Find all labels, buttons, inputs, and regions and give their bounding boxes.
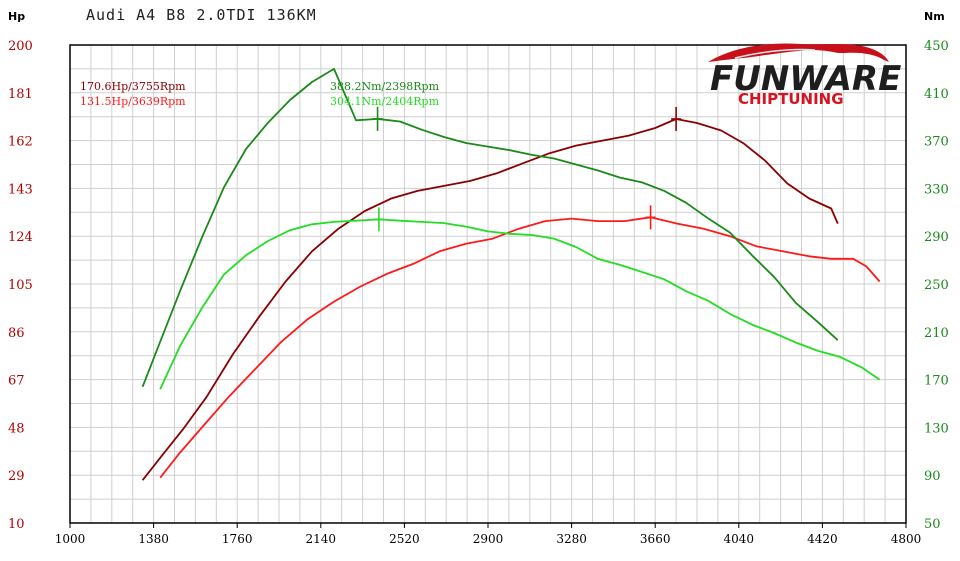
right-tick-label: 370 <box>924 135 949 150</box>
x-tick-label: 1000 <box>55 532 86 546</box>
right-tick-label: 170 <box>924 374 949 389</box>
series-line-stock-power <box>159 216 881 479</box>
left-axis-unit: Hp <box>8 10 25 23</box>
left-tick-label: 143 <box>8 182 33 197</box>
series-layer <box>141 68 881 481</box>
annotation-legend: 170.6Hp/3755Rpm 131.5Hp/3639Rpm 388.2Nm/… <box>80 80 440 108</box>
right-tick-label: 210 <box>924 326 949 341</box>
right-tick-label: 250 <box>924 278 949 293</box>
left-tick-label: 48 <box>8 421 25 436</box>
series-line-tuned-power <box>141 118 839 481</box>
car-highlight-icon <box>734 48 816 59</box>
annotation-tuned-torque: 388.2Nm/2398Rpm <box>330 80 440 93</box>
annotation-stock-power: 131.5Hp/3639Rpm <box>80 95 186 108</box>
right-tick-label: 130 <box>924 421 949 436</box>
car-silhouette-icon <box>708 43 889 62</box>
grid <box>70 45 906 523</box>
x-tick-label: 1760 <box>222 532 253 546</box>
logo-brand: FUNWARE <box>710 59 901 99</box>
plot-frame <box>69 44 907 524</box>
x-tick-label: 4800 <box>891 532 922 546</box>
right-axis-unit: Nm <box>924 10 945 23</box>
right-tick-label: 50 <box>924 517 941 532</box>
x-tick-label: 4420 <box>807 532 838 546</box>
x-tick-label: 2140 <box>306 532 337 546</box>
left-tick-label: 200 <box>8 39 33 54</box>
x-tick-label: 1380 <box>138 532 169 546</box>
left-tick-label: 10 <box>8 517 25 532</box>
left-tick-label: 29 <box>8 469 25 484</box>
right-tick-label: 90 <box>924 469 941 484</box>
right-tick-label: 290 <box>924 230 949 245</box>
left-tick-label: 105 <box>8 278 33 293</box>
annotation-stock-torque: 304.1Nm/2404Rpm <box>330 95 440 108</box>
left-tick-label: 67 <box>8 374 25 389</box>
x-tick-label: 3280 <box>556 532 587 546</box>
right-tick-label: 330 <box>924 182 949 197</box>
right-tick-label: 410 <box>924 87 949 102</box>
left-tick-label: 162 <box>8 135 33 150</box>
chart-title: Audi A4 B8 2.0TDI 136KM <box>86 6 317 24</box>
left-axis-ticks: 200 181 162 143 124 105 86 67 48 29 10 <box>8 39 33 532</box>
x-tick-label: 4040 <box>724 532 755 546</box>
logo-tagline: CHIPTUNING <box>738 90 844 108</box>
left-tick-label: 124 <box>8 230 33 245</box>
right-tick-label: 450 <box>924 39 949 54</box>
left-tick-label: 86 <box>8 326 25 341</box>
x-tick-label: 3660 <box>640 532 671 546</box>
series-line-tuned-torque <box>141 68 839 388</box>
x-tick-label: 2520 <box>389 532 420 546</box>
funware-logo: FUNWARE CHIPTUNING <box>708 43 901 108</box>
annotation-tuned-power: 170.6Hp/3755Rpm <box>80 80 186 93</box>
series-line-stock-torque <box>159 218 881 390</box>
right-axis-ticks: 450 410 370 330 290 250 210 170 130 90 50 <box>924 39 949 532</box>
x-axis-ticks: 1000 1380 1760 2140 2520 2900 3280 3660 4040 4420… <box>55 523 922 546</box>
left-tick-label: 181 <box>8 87 33 102</box>
x-tick-label: 2900 <box>473 532 504 546</box>
